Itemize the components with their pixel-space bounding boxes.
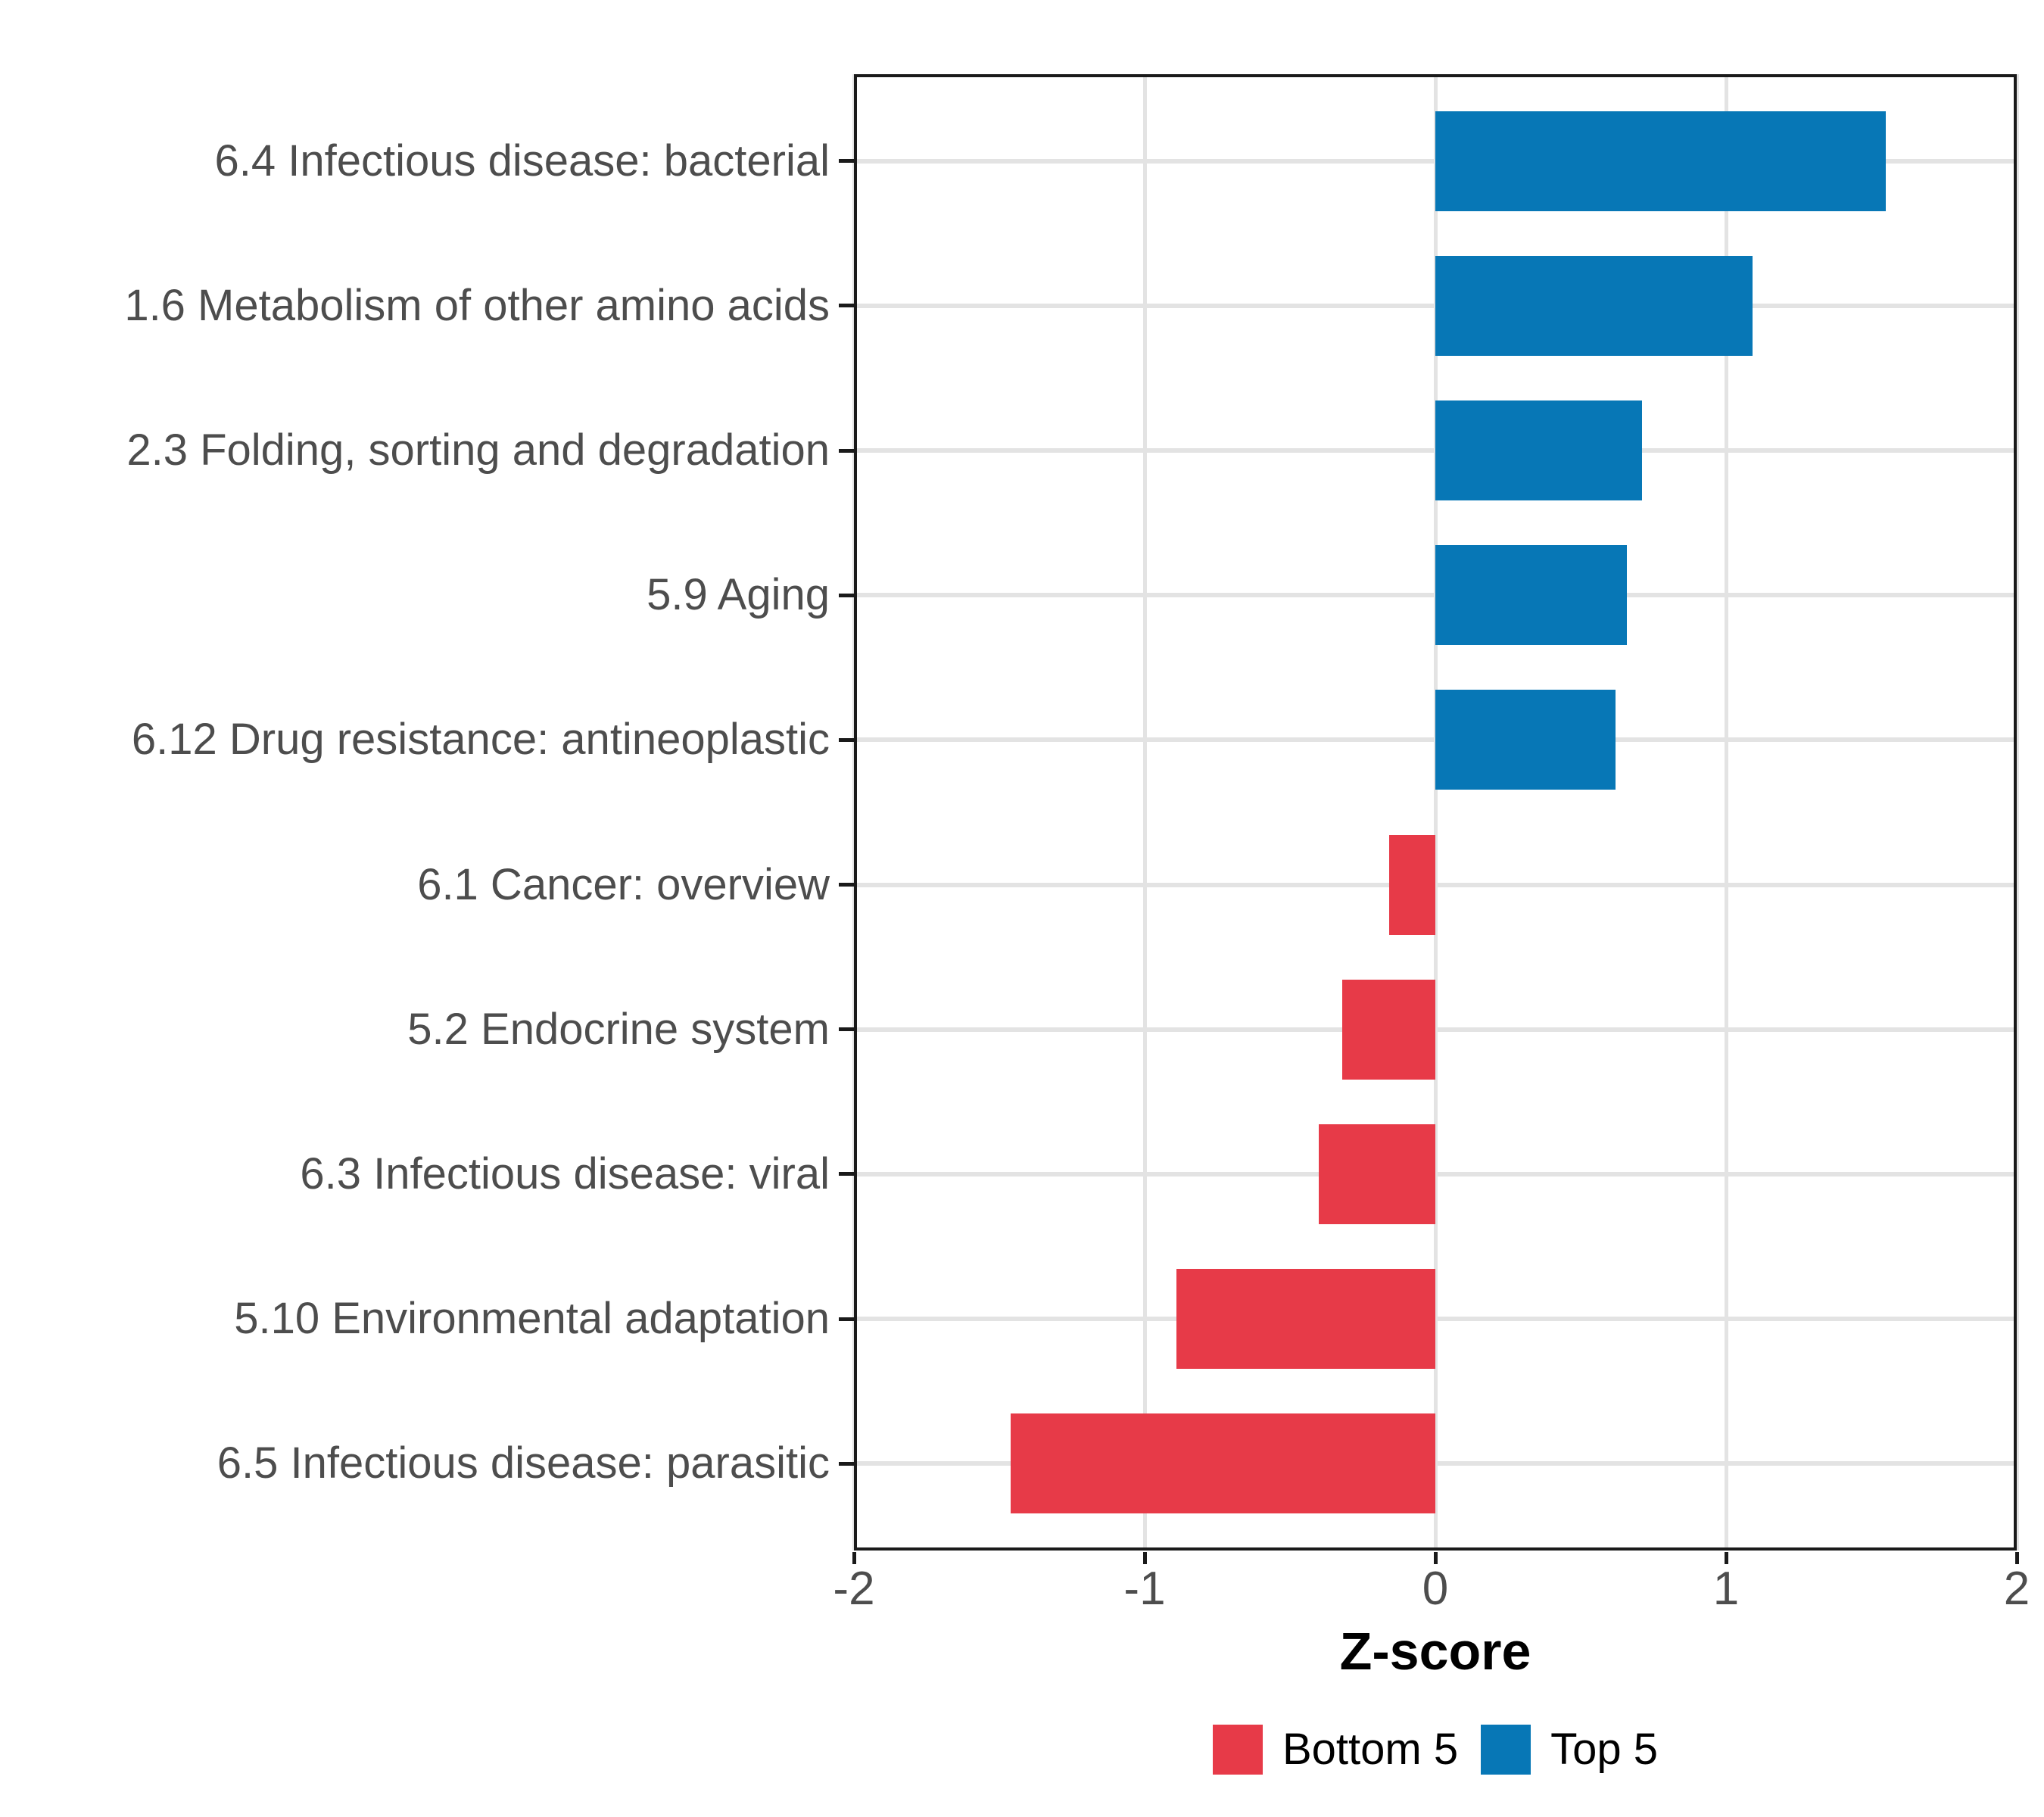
bar-bottom-5: [1388, 834, 1435, 935]
y-axis-tick: [839, 1461, 854, 1466]
legend-item-top5: Top 5: [1481, 1725, 1658, 1775]
gridline-horizontal: [854, 1027, 2017, 1032]
bar-top-5: [1435, 400, 1642, 501]
legend-item-bottom5: Bottom 5: [1212, 1725, 1459, 1775]
x-axis-tick: [1724, 1552, 1728, 1564]
y-axis-tick: [839, 159, 854, 164]
y-axis-label: 6.3 Infectious disease: viral: [300, 1148, 830, 1198]
bar-bottom-5: [1319, 1124, 1435, 1224]
legend-swatch-top5: [1481, 1725, 1531, 1775]
bar-bottom-5: [1342, 979, 1435, 1080]
y-axis-label: 2.3 Folding, sorting and degradation: [126, 425, 830, 475]
bar-bottom-5: [1176, 1269, 1435, 1370]
gridline-horizontal: [854, 1317, 2017, 1322]
gridline-horizontal: [854, 1171, 2017, 1177]
y-axis-tick: [839, 737, 854, 742]
x-tick-label: -1: [1123, 1563, 1166, 1615]
y-axis-label: 6.1 Cancer: overview: [417, 859, 830, 909]
y-axis-tick: [839, 1027, 854, 1032]
gridline-horizontal: [854, 882, 2017, 887]
y-axis-label: 5.2 Endocrine system: [407, 1004, 830, 1054]
legend-label-bottom5: Bottom 5: [1282, 1725, 1459, 1774]
y-axis-tick: [839, 593, 854, 597]
bar-top-5: [1435, 111, 1887, 211]
x-tick-label: 1: [1712, 1563, 1740, 1615]
bar-top-5: [1435, 545, 1628, 646]
x-axis-tick: [1433, 1552, 1438, 1564]
x-tick-label: 0: [1422, 1563, 1449, 1615]
gridline-vertical: [1433, 74, 1438, 1551]
y-axis-label: 6.4 Infectious disease: bacterial: [214, 136, 830, 185]
y-axis-tick: [839, 883, 854, 887]
legend: Bottom 5 Top 5: [854, 1725, 2017, 1775]
x-axis-tick: [1142, 1552, 1147, 1564]
y-axis-tick: [839, 448, 854, 453]
bar-top-5: [1435, 255, 1753, 356]
y-axis-label: 6.12 Drug resistance: antineoplastic: [131, 715, 830, 765]
gridline-vertical: [1142, 74, 1147, 1551]
x-tick-label: 2: [2003, 1563, 2030, 1615]
y-axis-label: 6.5 Infectious disease: parasitic: [217, 1438, 830, 1488]
gridline-horizontal: [854, 1461, 2017, 1466]
x-axis-tick: [852, 1552, 856, 1564]
gridline-vertical: [1724, 74, 1728, 1551]
y-axis-tick: [839, 1317, 854, 1321]
legend-swatch-bottom5: [1212, 1725, 1263, 1775]
legend-label-top5: Top 5: [1550, 1725, 1658, 1774]
gridline-vertical: [2014, 74, 2019, 1551]
x-axis-tick: [2014, 1552, 2019, 1564]
x-tick-label: -2: [833, 1563, 875, 1615]
y-axis-label: 5.10 Environmental adaptation: [234, 1294, 830, 1344]
y-axis-label: 5.9 Aging: [647, 570, 830, 620]
y-axis-tick: [839, 304, 854, 308]
x-axis-title: Z-score: [1339, 1622, 1531, 1681]
panel-border: [854, 74, 2017, 1551]
y-axis-tick: [839, 1172, 854, 1177]
bar-bottom-5: [1011, 1413, 1435, 1514]
bar-top-5: [1435, 690, 1616, 790]
y-axis-label: 1.6 Metabolism of other amino acids: [124, 280, 830, 330]
